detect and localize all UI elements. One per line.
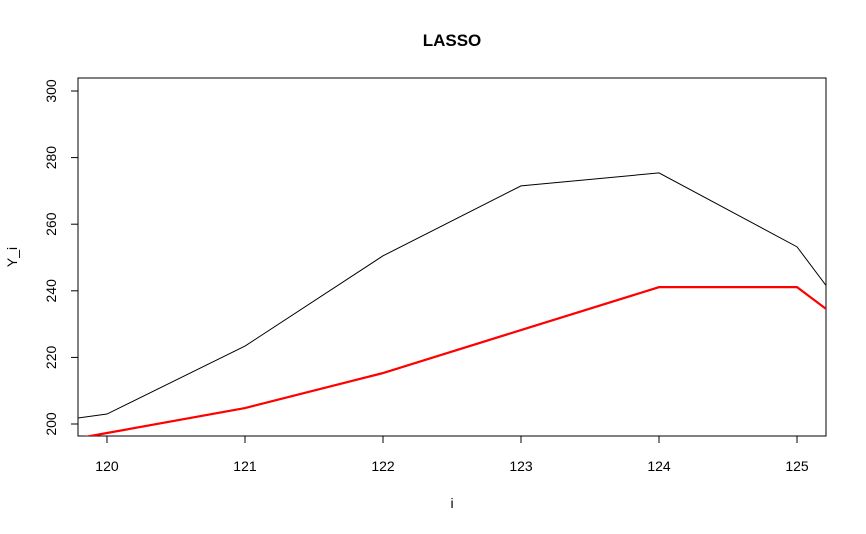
y-tick-label: 300 [43, 79, 59, 103]
x-tick-label: 123 [509, 458, 533, 474]
y-tick-label: 260 [43, 212, 59, 236]
x-tick-label: 124 [647, 458, 671, 474]
series-line [78, 172, 826, 419]
plot-area [78, 172, 826, 436]
y-axis-label: Y_i [4, 247, 20, 267]
y-tick-label: 220 [43, 346, 59, 370]
plot-box [77, 77, 827, 437]
chart-title: LASSO [423, 31, 482, 50]
y-tick-label: 280 [43, 146, 59, 170]
x-axis-label: i [450, 495, 453, 511]
series-line [84, 286, 826, 436]
x-tick-label: 121 [233, 458, 257, 474]
x-tick-label: 120 [95, 458, 119, 474]
x-tick-label: 122 [371, 458, 395, 474]
y-tick-label: 240 [43, 279, 59, 303]
y-tick-label: 200 [43, 412, 59, 436]
x-tick-label: 125 [785, 458, 809, 474]
